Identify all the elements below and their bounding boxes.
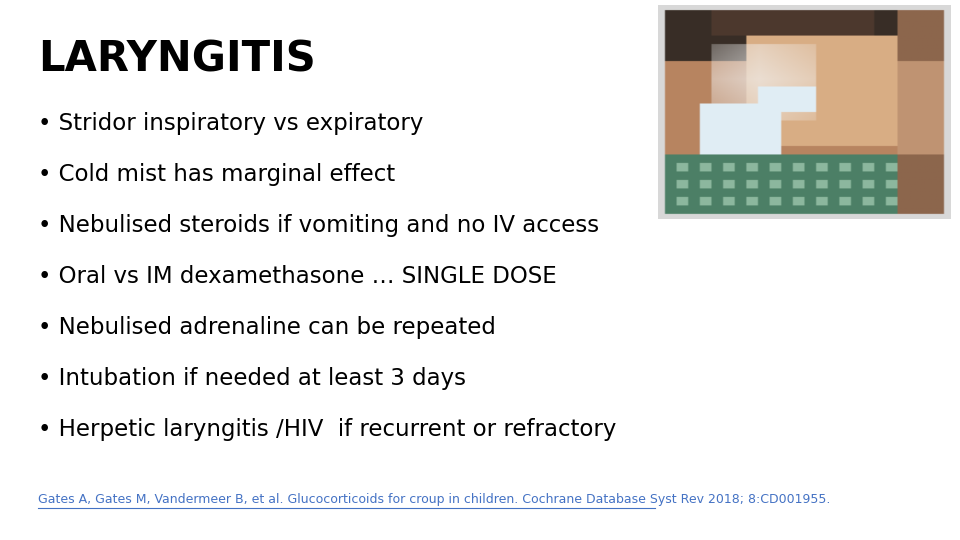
Text: • Nebulised adrenaline can be repeated: • Nebulised adrenaline can be repeated bbox=[38, 316, 496, 339]
Text: Gates A, Gates M, Vandermeer B, et al. Glucocorticoids for croup in children. Co: Gates A, Gates M, Vandermeer B, et al. G… bbox=[38, 493, 830, 506]
Text: • Herpetic laryngitis /HIV  if recurrent or refractory: • Herpetic laryngitis /HIV if recurrent … bbox=[38, 418, 616, 441]
Text: • Cold mist has marginal effect: • Cold mist has marginal effect bbox=[38, 163, 396, 186]
Text: LARYNGITIS: LARYNGITIS bbox=[38, 38, 316, 80]
Text: • Stridor inspiratory vs expiratory: • Stridor inspiratory vs expiratory bbox=[38, 112, 423, 135]
Text: • Intubation if needed at least 3 days: • Intubation if needed at least 3 days bbox=[38, 367, 466, 390]
Text: • Nebulised steroids if vomiting and no IV access: • Nebulised steroids if vomiting and no … bbox=[38, 214, 599, 237]
Text: • Oral vs IM dexamethasone … SINGLE DOSE: • Oral vs IM dexamethasone … SINGLE DOSE bbox=[38, 265, 557, 288]
